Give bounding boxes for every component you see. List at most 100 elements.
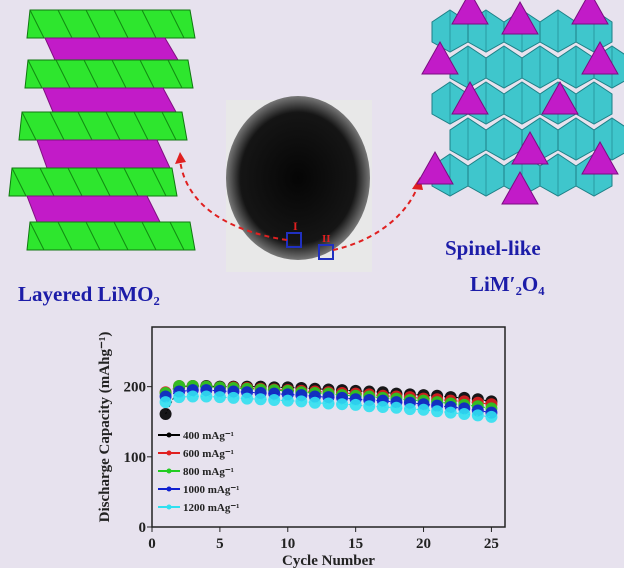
layer-edge (49, 111, 65, 141)
x-tick-label: 5 (216, 536, 224, 552)
layer-edge (169, 9, 185, 39)
layer-edge (29, 221, 45, 251)
tetrahedron (416, 150, 454, 185)
layer-edge (151, 167, 167, 197)
layer-edge (57, 221, 73, 251)
x-tick-label: 0 (148, 536, 156, 552)
tem-particle (226, 96, 370, 260)
layer-edge (113, 9, 129, 39)
layer-edge (105, 111, 121, 141)
layer-edge (123, 167, 139, 197)
tetrahedron (541, 80, 579, 115)
layer-edge (77, 111, 93, 141)
layer-edge (169, 221, 185, 251)
data-point (254, 393, 267, 406)
tetrahedron (501, 0, 539, 35)
data-point (159, 408, 172, 421)
legend-marker (166, 504, 172, 510)
tetrahedron (451, 0, 489, 25)
layer-edge (29, 9, 45, 39)
layer-edge (111, 59, 127, 89)
layer-edge (55, 59, 71, 89)
layer-edge (95, 167, 111, 197)
data-point (241, 392, 254, 405)
legend-marker (166, 468, 172, 474)
data-point (227, 391, 240, 404)
data-point (431, 405, 444, 418)
arrowhead (175, 152, 186, 164)
data-point (173, 391, 186, 404)
data-point (485, 410, 498, 423)
arrow-to-layered (179, 159, 288, 241)
x-tick-label: 10 (280, 536, 295, 552)
layer-edge (83, 59, 99, 89)
layer-edge (39, 167, 55, 197)
legend-label: 800 mAg⁻¹ (183, 466, 234, 478)
legend-marker (166, 432, 172, 438)
data-point (444, 406, 457, 419)
layer-edge (21, 111, 37, 141)
y-tick-label: 200 (124, 380, 147, 396)
data-point (403, 403, 416, 416)
plot-frame (151, 326, 506, 528)
y-axis-label: Discharge Capacity (mAhg⁻¹) (97, 332, 113, 523)
layer-edge (57, 9, 73, 39)
tetrahedron (581, 140, 619, 175)
x-tick-label: 20 (416, 536, 431, 552)
data-point (281, 394, 294, 407)
y-tick-label: 100 (124, 450, 147, 466)
tetrahedron (501, 170, 539, 205)
data-point (159, 396, 172, 409)
legend-label: 600 mAg⁻¹ (183, 448, 234, 460)
data-point (390, 401, 403, 414)
data-point (349, 398, 362, 411)
data-point (471, 409, 484, 422)
data-point (200, 390, 213, 403)
legend-label: 1200 mAg⁻¹ (183, 502, 239, 514)
arrow-to-spinel (332, 184, 419, 251)
data-point (458, 408, 471, 421)
tetrahedron (451, 80, 489, 115)
x-tick-label: 15 (348, 536, 363, 552)
legend-label: 1000 mAg⁻¹ (183, 484, 239, 496)
region-box-2 (318, 244, 334, 260)
layer-edge (85, 221, 101, 251)
layer-edge (139, 59, 155, 89)
y-tick-label: 0 (139, 520, 147, 536)
tetrahedron (581, 40, 619, 75)
tetrahedron (511, 130, 549, 165)
data-point (363, 400, 376, 413)
x-axis-label: Cycle Number (282, 553, 375, 568)
legend-label: 400 mAg⁻¹ (183, 430, 234, 442)
data-point (308, 396, 321, 409)
data-point (213, 391, 226, 404)
data-point (417, 403, 430, 416)
region-label-1: I (293, 219, 298, 233)
x-tick-label: 25 (484, 536, 499, 552)
layer-edge (133, 111, 149, 141)
layer-edge (167, 59, 183, 89)
legend-marker (166, 450, 172, 456)
spinel-formula: LiM′₂O₄ (470, 272, 545, 296)
data-point (322, 397, 335, 410)
data-point (336, 398, 349, 411)
spinel-label: Spinel-like (445, 236, 541, 260)
data-point (295, 395, 308, 408)
data-point (268, 393, 281, 406)
tetrahedron (571, 0, 609, 25)
tetrahedron (421, 40, 459, 75)
data-point (376, 401, 389, 413)
layer-edge (67, 167, 83, 197)
layer-edge (11, 167, 27, 197)
layer-edge (161, 111, 177, 141)
legend-marker (166, 486, 172, 492)
layered-label: Layered LiMO₂ (18, 282, 160, 306)
layer-edge (141, 221, 157, 251)
data-point (186, 390, 199, 403)
layer-edge (141, 9, 157, 39)
layer-edge (113, 221, 129, 251)
region-label-2: II (322, 233, 331, 245)
